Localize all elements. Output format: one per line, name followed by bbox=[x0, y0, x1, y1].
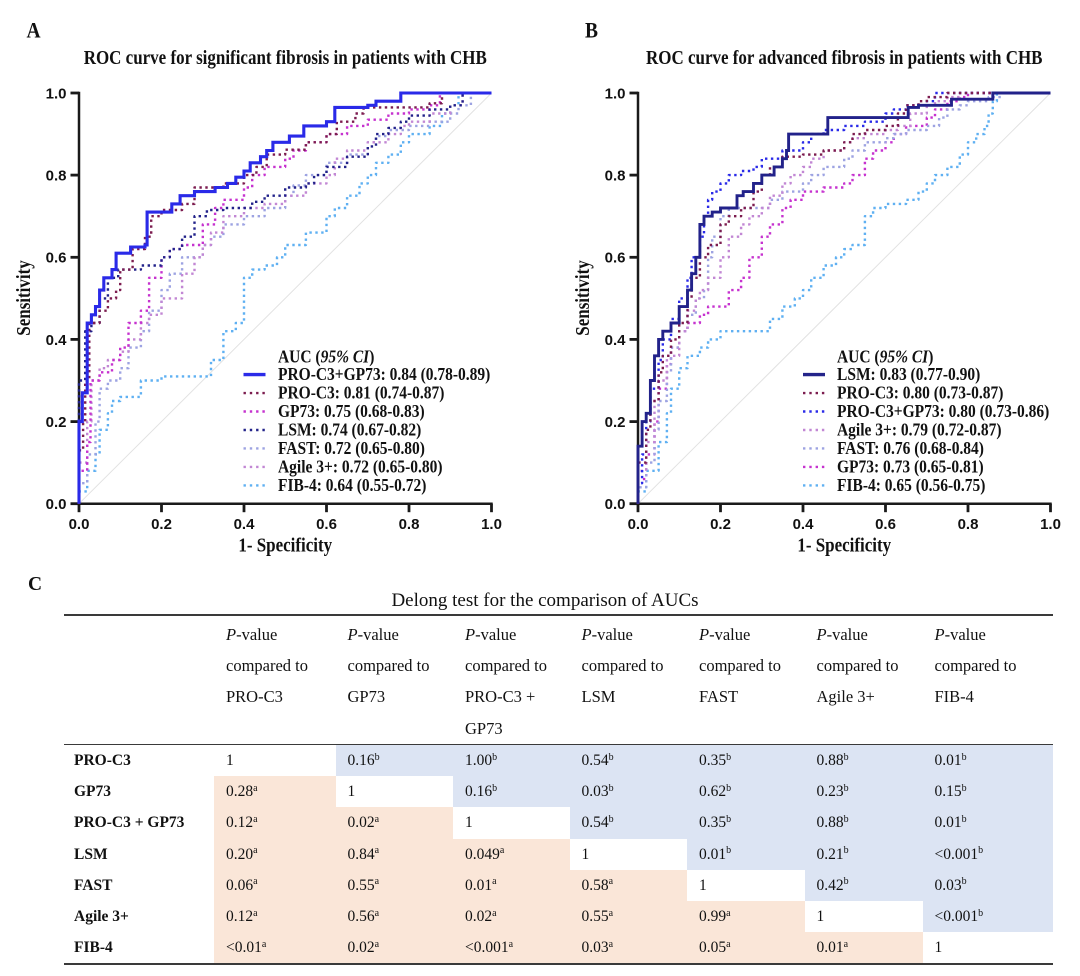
svg-text:AUC (95% CI): AUC (95% CI) bbox=[837, 346, 933, 366]
svg-text:0.4: 0.4 bbox=[793, 516, 815, 533]
svg-text:FAST: 0.76 (0.68-0.84): FAST: 0.76 (0.68-0.84) bbox=[837, 438, 984, 458]
svg-text:1- Specificity: 1- Specificity bbox=[797, 534, 891, 555]
svg-text:1.0: 1.0 bbox=[46, 85, 67, 102]
svg-text:0.6: 0.6 bbox=[875, 516, 896, 533]
svg-text:0.6: 0.6 bbox=[605, 250, 626, 267]
svg-text:1- Specificity: 1- Specificity bbox=[238, 534, 332, 555]
svg-text:0.4: 0.4 bbox=[46, 332, 68, 349]
svg-text:1.0: 1.0 bbox=[481, 516, 502, 533]
svg-text:Sensitivity: Sensitivity bbox=[572, 260, 593, 335]
svg-text:0.0: 0.0 bbox=[69, 516, 90, 533]
svg-text:LSM: 0.74 (0.67-0.82): LSM: 0.74 (0.67-0.82) bbox=[278, 419, 421, 439]
svg-text:0.4: 0.4 bbox=[605, 332, 627, 349]
svg-text:1.0: 1.0 bbox=[1040, 516, 1061, 533]
svg-text:Agile 3+: 0.79 (0.72-0.87): Agile 3+: 0.79 (0.72-0.87) bbox=[837, 419, 1002, 439]
svg-text:0.2: 0.2 bbox=[710, 516, 731, 533]
svg-text:0.8: 0.8 bbox=[399, 516, 420, 533]
svg-text:FIB-4: 0.65 (0.56-0.75): FIB-4: 0.65 (0.56-0.75) bbox=[837, 475, 985, 495]
svg-text:GP73: 0.73 (0.65-0.81): GP73: 0.73 (0.65-0.81) bbox=[837, 456, 984, 476]
svg-text:1.0: 1.0 bbox=[605, 85, 626, 102]
svg-text:GP73: 0.75 (0.68-0.83): GP73: 0.75 (0.68-0.83) bbox=[278, 401, 425, 421]
svg-text:0.6: 0.6 bbox=[46, 250, 67, 267]
svg-text:ROC curve for significant fibr: ROC curve for significant fibrosis in pa… bbox=[84, 47, 487, 68]
svg-text:0.8: 0.8 bbox=[46, 168, 67, 185]
svg-text:A: A bbox=[27, 17, 42, 43]
svg-text:B: B bbox=[585, 17, 598, 43]
svg-text:AUC (95% CI): AUC (95% CI) bbox=[278, 346, 374, 366]
svg-text:FIB-4: 0.64 (0.55-0.72): FIB-4: 0.64 (0.55-0.72) bbox=[278, 475, 426, 495]
svg-text:PRO-C3+GP73: 0.80 (0.73-0.86): PRO-C3+GP73: 0.80 (0.73-0.86) bbox=[837, 401, 1049, 421]
svg-text:Agile 3+: 0.72 (0.65-0.80): Agile 3+: 0.72 (0.65-0.80) bbox=[278, 456, 443, 476]
svg-text:PRO-C3: 0.80 (0.73-0.87): PRO-C3: 0.80 (0.73-0.87) bbox=[837, 382, 1003, 402]
svg-text:0.4: 0.4 bbox=[234, 516, 256, 533]
svg-text:PRO-C3+GP73: 0.84 (0.78-0.89): PRO-C3+GP73: 0.84 (0.78-0.89) bbox=[278, 364, 490, 384]
svg-text:0.2: 0.2 bbox=[46, 414, 67, 431]
svg-text:FAST: 0.72 (0.65-0.80): FAST: 0.72 (0.65-0.80) bbox=[278, 438, 425, 458]
svg-text:PRO-C3: 0.81 (0.74-0.87): PRO-C3: 0.81 (0.74-0.87) bbox=[278, 382, 444, 402]
svg-text:0.6: 0.6 bbox=[316, 516, 337, 533]
svg-text:LSM: 0.83 (0.77-0.90): LSM: 0.83 (0.77-0.90) bbox=[837, 364, 980, 384]
svg-text:0.0: 0.0 bbox=[628, 516, 649, 533]
svg-text:0.8: 0.8 bbox=[605, 168, 626, 185]
svg-text:Sensitivity: Sensitivity bbox=[13, 260, 34, 335]
svg-text:ROC curve for advanced fibrosi: ROC curve for advanced fibrosis in patie… bbox=[646, 47, 1043, 68]
svg-text:0.2: 0.2 bbox=[151, 516, 172, 533]
svg-text:0.2: 0.2 bbox=[605, 414, 626, 431]
svg-text:0.0: 0.0 bbox=[46, 496, 67, 513]
svg-text:0.8: 0.8 bbox=[958, 516, 979, 533]
svg-text:0.0: 0.0 bbox=[605, 496, 626, 513]
